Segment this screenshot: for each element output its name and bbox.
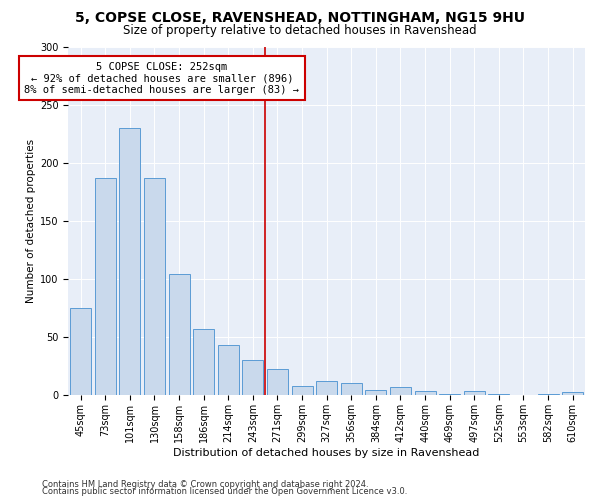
Bar: [119, 128, 140, 395]
Bar: [267, 370, 288, 395]
Text: Contains HM Land Registry data © Crown copyright and database right 2024.: Contains HM Land Registry data © Crown c…: [42, 480, 368, 489]
Bar: [464, 392, 485, 395]
Bar: [169, 274, 190, 395]
Y-axis label: Number of detached properties: Number of detached properties: [26, 138, 36, 302]
Bar: [292, 386, 313, 395]
Bar: [316, 381, 337, 395]
Bar: [242, 360, 263, 395]
Bar: [390, 386, 411, 395]
Text: 5, COPSE CLOSE, RAVENSHEAD, NOTTINGHAM, NG15 9HU: 5, COPSE CLOSE, RAVENSHEAD, NOTTINGHAM, …: [75, 11, 525, 25]
Text: 5 COPSE CLOSE: 252sqm
← 92% of detached houses are smaller (896)
8% of semi-deta: 5 COPSE CLOSE: 252sqm ← 92% of detached …: [25, 62, 299, 95]
Bar: [488, 394, 509, 395]
Bar: [439, 394, 460, 395]
Text: Size of property relative to detached houses in Ravenshead: Size of property relative to detached ho…: [123, 24, 477, 37]
Bar: [95, 178, 116, 395]
X-axis label: Distribution of detached houses by size in Ravenshead: Distribution of detached houses by size …: [173, 448, 480, 458]
Bar: [415, 392, 436, 395]
Bar: [562, 392, 583, 395]
Bar: [218, 345, 239, 395]
Bar: [365, 390, 386, 395]
Bar: [341, 383, 362, 395]
Bar: [538, 394, 559, 395]
Bar: [193, 328, 214, 395]
Bar: [144, 178, 165, 395]
Text: Contains public sector information licensed under the Open Government Licence v3: Contains public sector information licen…: [42, 487, 407, 496]
Bar: [70, 308, 91, 395]
